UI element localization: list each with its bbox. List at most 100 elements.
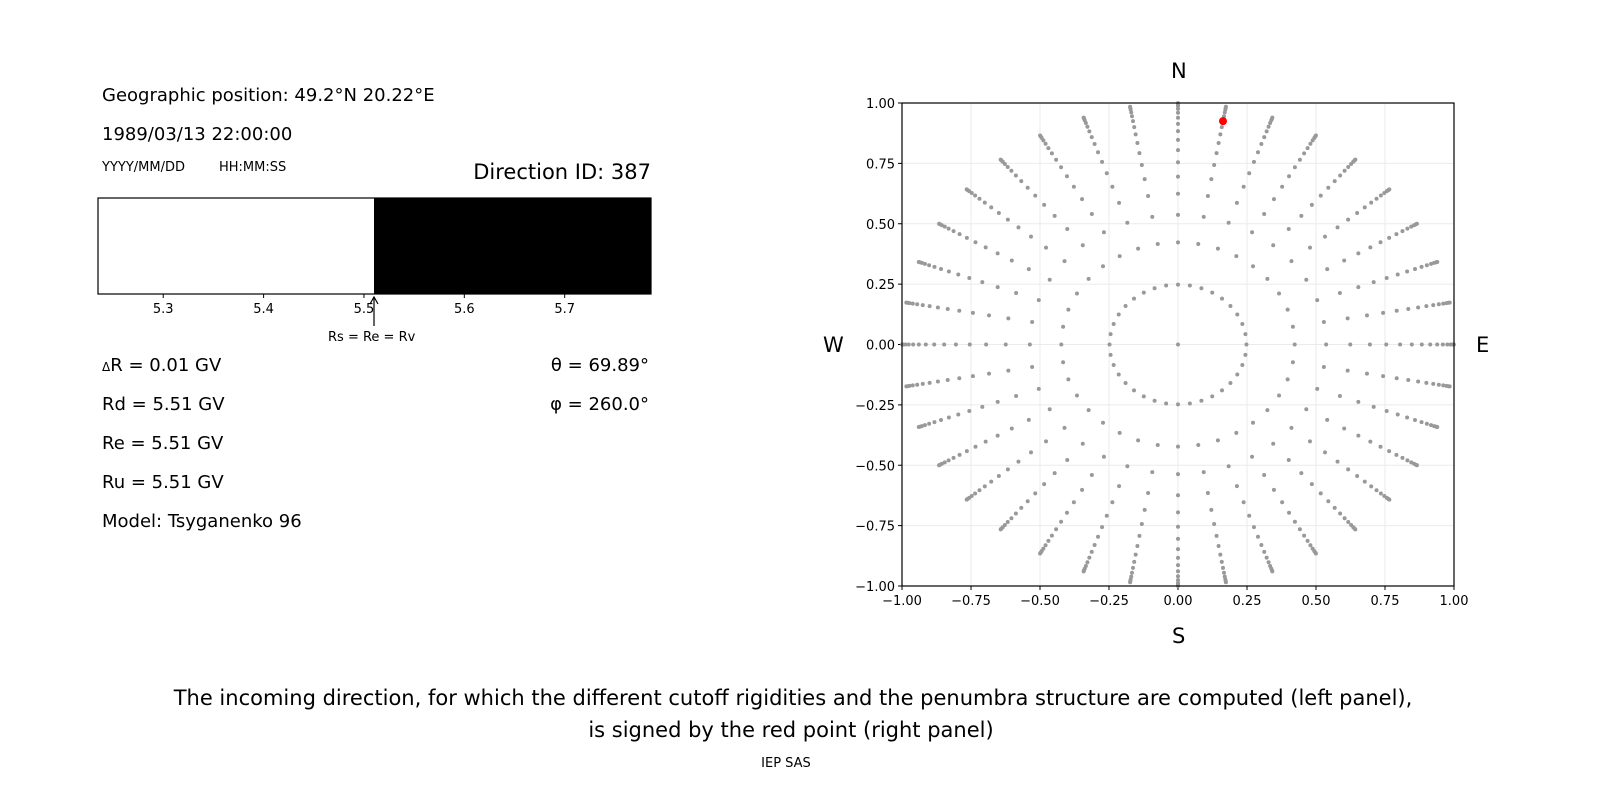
direction-point (1435, 342, 1440, 347)
direction-point (977, 488, 982, 493)
direction-point (1424, 263, 1429, 268)
x-tick-label: 0.00 (1164, 594, 1193, 609)
direction-point (953, 342, 958, 347)
direction-point (1036, 386, 1041, 391)
direction-point (1307, 245, 1312, 250)
direction-point (1416, 305, 1421, 310)
direction-point (1074, 393, 1079, 398)
direction-point (1214, 533, 1219, 538)
compass-e: E (1476, 333, 1490, 357)
direction-point (1101, 454, 1106, 459)
direction-point (1130, 114, 1135, 119)
direction-point (1155, 241, 1160, 246)
direction-point (1400, 455, 1405, 460)
direction-point (1240, 322, 1245, 327)
direction-point (1221, 570, 1226, 575)
direction-point (1241, 500, 1246, 505)
footer: IEP SAS (761, 756, 811, 771)
direction-point (1164, 283, 1169, 288)
direction-point (1027, 342, 1032, 347)
direction-point (1250, 230, 1255, 235)
direction-point (1054, 527, 1059, 532)
direction-point (1038, 133, 1043, 138)
direction-point (1139, 521, 1144, 526)
direction-point (904, 300, 909, 305)
direction-point (1036, 298, 1041, 303)
direction-point (1419, 420, 1424, 425)
direction-point (1280, 500, 1285, 505)
direction-point (1335, 225, 1340, 230)
direction-point (916, 342, 921, 347)
direction-point (1259, 542, 1264, 547)
direction-point (1059, 519, 1064, 524)
direction-point (1054, 157, 1059, 162)
direction-point (1378, 240, 1383, 245)
direction-point (1321, 319, 1326, 324)
direction-point (984, 342, 989, 347)
direction-point (1262, 473, 1267, 478)
direction-point (1304, 277, 1309, 282)
rd-value: Rd = 5.51 GV (102, 394, 225, 415)
direction-point (1123, 303, 1128, 308)
direction-point (1431, 303, 1436, 308)
direction-point (1412, 417, 1417, 422)
direction-point (1325, 417, 1330, 422)
direction-point (1250, 264, 1255, 269)
direction-point (1395, 412, 1400, 417)
direction-point (1321, 365, 1326, 370)
direction-point (1071, 184, 1076, 189)
direction-point (1309, 482, 1314, 487)
re-value: Re = 5.51 GV (102, 433, 224, 454)
direction-point (1065, 457, 1070, 462)
direction-point (1387, 449, 1392, 454)
direction-point (1243, 352, 1248, 357)
direction-point (1436, 382, 1441, 387)
direction-point (1326, 499, 1331, 504)
direction-point (1047, 407, 1052, 412)
direction-point (1287, 174, 1292, 179)
direction-point (1387, 497, 1392, 502)
direction-point (1136, 246, 1141, 251)
direction-point (1374, 196, 1379, 201)
direction-point (910, 383, 915, 388)
direction-point (1324, 342, 1329, 347)
y-tick-label: 0.25 (866, 278, 895, 293)
direction-point (1369, 200, 1374, 205)
direction-point (1176, 160, 1180, 165)
direction-point (1104, 513, 1109, 518)
direction-point (1262, 549, 1267, 554)
direction-point (1176, 510, 1180, 515)
direction-point (967, 276, 972, 281)
direction-point (1141, 290, 1146, 295)
direction-point (916, 425, 921, 430)
direction-point (1406, 306, 1411, 311)
direction-point (1013, 511, 1018, 516)
delta-r: ΔR = 0.01 GV (102, 355, 221, 376)
direction-point (1419, 264, 1424, 269)
direction-point (980, 280, 985, 285)
x-tick-label: −0.50 (1020, 594, 1060, 609)
direction-point (911, 342, 916, 347)
direction-point (982, 200, 987, 205)
direction-point (1381, 310, 1386, 315)
direction-point (1387, 187, 1392, 192)
direction-point (1223, 580, 1228, 585)
direction-point (1142, 177, 1147, 182)
direction-point (1398, 342, 1403, 347)
direction-point (1226, 464, 1231, 469)
direction-point (1308, 141, 1313, 146)
direction-point (1176, 402, 1180, 407)
direction-point (957, 308, 962, 313)
direction-point (1342, 258, 1347, 263)
direction-point (1187, 401, 1192, 406)
direction-point (1223, 104, 1228, 109)
direction-point (1130, 119, 1135, 124)
direction-point (927, 304, 932, 309)
direction-point (1131, 388, 1136, 393)
direction-point (1176, 555, 1180, 560)
direction-point (1262, 135, 1267, 140)
direction-point (920, 303, 925, 308)
direction-point (995, 285, 1000, 290)
direction-point (1384, 276, 1389, 281)
direction-point (1338, 173, 1343, 178)
